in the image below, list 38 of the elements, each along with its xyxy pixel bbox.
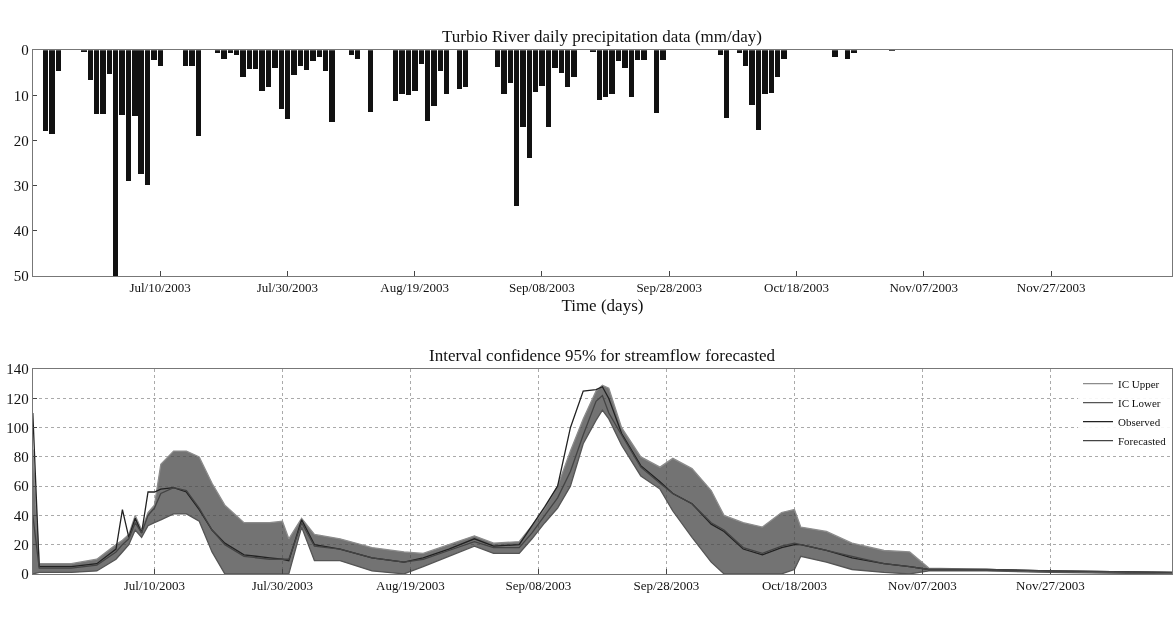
x-tick-label: Sep/08/2003 bbox=[505, 578, 572, 594]
chart-title: Interval confidence 95% for streamflow forecasted bbox=[429, 346, 776, 365]
y-tick-label: 40 bbox=[13, 507, 29, 524]
x-tick-label: Nov/27/2003 bbox=[1016, 280, 1086, 296]
y-tick-label: 30 bbox=[13, 177, 29, 194]
y-tick-label: 0 bbox=[21, 42, 29, 59]
legend-label: IC Lower bbox=[1118, 396, 1161, 409]
bar bbox=[367, 50, 373, 113]
y-tick-label: 140 bbox=[6, 361, 29, 378]
y-tick-label: 50 bbox=[13, 268, 29, 285]
x-tick-label: Aug/19/2003 bbox=[376, 578, 445, 594]
legend-label: Forecasted bbox=[1118, 434, 1167, 447]
x-tick-label: Jul/10/2003 bbox=[123, 578, 186, 594]
x-tick-label: Sep/28/2003 bbox=[636, 280, 703, 296]
y-tick-label: 0 bbox=[21, 566, 29, 583]
x-tick-label: Jul/30/2003 bbox=[251, 578, 314, 594]
chart-title: Turbio River daily precipitation data (mm/day) bbox=[442, 27, 762, 46]
x-tick-label: Nov/27/2003 bbox=[1016, 578, 1085, 594]
y-tick-label: 60 bbox=[13, 478, 29, 495]
legend-label: Observed bbox=[1118, 415, 1161, 428]
legend-label: IC Upper bbox=[1118, 377, 1160, 390]
y-tick-label: 40 bbox=[13, 222, 29, 239]
y-tick-label: 100 bbox=[6, 419, 29, 436]
y-tick-label: 10 bbox=[13, 87, 29, 104]
x-tick-label: Sep/28/2003 bbox=[633, 578, 700, 594]
x-tick-label: Nov/07/2003 bbox=[889, 280, 959, 296]
x-axis-title: Time (days) bbox=[561, 295, 644, 315]
x-tick-label: Sep/08/2003 bbox=[509, 280, 575, 296]
x-tick-label: Oct/18/2003 bbox=[761, 578, 827, 594]
y-tick-label: 80 bbox=[13, 449, 29, 466]
x-tick-label: Jul/30/2003 bbox=[256, 280, 319, 296]
x-tick-label: Oct/18/2003 bbox=[764, 280, 830, 296]
y-tick-label: 20 bbox=[13, 132, 29, 149]
x-tick-label: Nov/07/2003 bbox=[888, 578, 957, 594]
x-tick-label: Aug/19/2003 bbox=[380, 280, 449, 296]
y-tick-label: 120 bbox=[6, 390, 29, 407]
x-tick-label: Jul/10/2003 bbox=[129, 280, 191, 296]
y-tick-label: 20 bbox=[13, 536, 29, 553]
